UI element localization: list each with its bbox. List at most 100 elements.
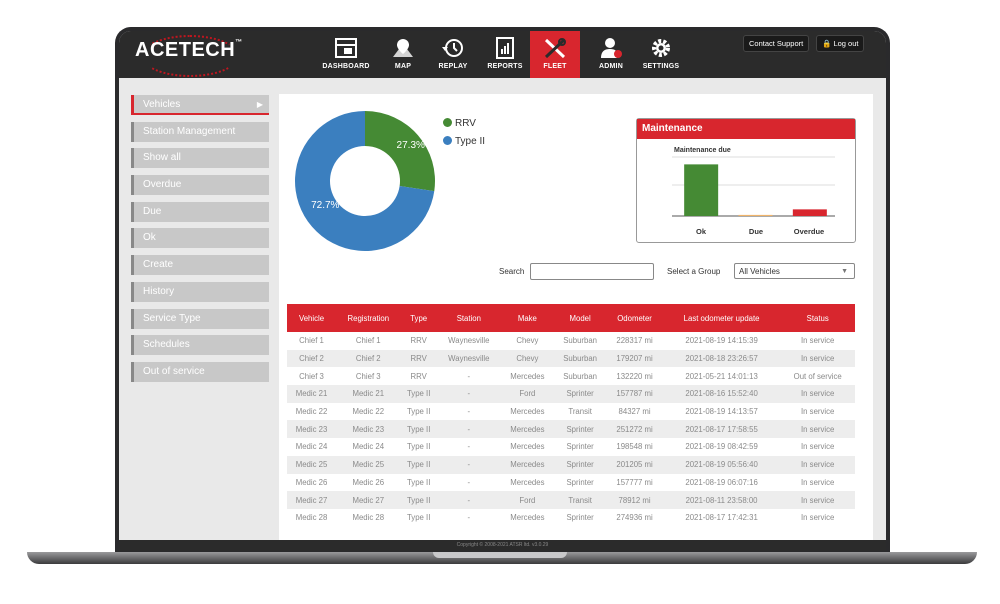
table-cell: Medic 26: [352, 477, 385, 487]
table-row[interactable]: Medic 24 Medic 24 Type II - Mercedes Sprinter…: [287, 438, 855, 456]
donut-slice-type-ii[interactable]: [295, 111, 435, 251]
table-row[interactable]: Medic 25 Medic 25 Type II - Mercedes Sprinter…: [287, 455, 855, 474]
table-cell: Medic 22: [295, 407, 328, 417]
table-cell: 157787 mi: [606, 385, 663, 403]
table-row[interactable]: Medic 27 Medic 27 Type II - Ford Transit 78912…: [287, 491, 855, 509]
table-cell: 2021-08-19 08:42:59: [685, 442, 758, 452]
column-header[interactable]: Type: [400, 304, 437, 332]
sidebar-item-station-management[interactable]: Station Management: [131, 121, 269, 142]
table-row[interactable]: Chief 3 Chief 3 RRV - Mercedes Suburban 132220…: [287, 367, 855, 385]
table-cell: Chevy: [516, 336, 539, 346]
column-header[interactable]: Status: [780, 304, 855, 332]
table-header-row: Vehicle Registration Type Station Make M…: [287, 304, 855, 332]
table-cell: Mercedes: [510, 442, 545, 452]
table-cell: Ford: [500, 385, 554, 403]
table-row[interactable]: Medic 21 Medic 21 Type II - Ford Sprinter 1577…: [287, 385, 855, 403]
table-cell: Medic 25: [336, 455, 401, 474]
table-row[interactable]: Medic 23 Medic 23 Type II - Mercedes Sprinter…: [287, 420, 855, 439]
column-header[interactable]: Odometer: [606, 304, 663, 332]
reports-icon: [496, 37, 514, 59]
table-cell: 2021-08-16 15:52:40: [662, 385, 781, 403]
table-cell: Waynesville: [436, 349, 501, 368]
vehicles-table: Vehicle Registration Type Station Make M…: [287, 304, 855, 527]
table-cell: 2021-08-19 06:07:16: [685, 477, 758, 487]
sidebar-item-create[interactable]: Create: [131, 255, 269, 276]
table-cell: Chief 2: [336, 349, 401, 368]
bar-ok[interactable]: [684, 164, 719, 216]
column-header[interactable]: Model: [553, 304, 607, 332]
contact-support-button[interactable]: Contact Support: [743, 35, 810, 52]
sidebar-item-ok[interactable]: Ok: [131, 228, 269, 249]
nav-fleet[interactable]: FLEET: [530, 31, 580, 78]
legend-item-rrv: RRV: [443, 115, 485, 133]
group-select[interactable]: All Vehicles ▼: [734, 263, 855, 279]
sidebar-item-service-type[interactable]: Service Type: [131, 308, 269, 329]
footer-copyright: Copyright © 2008-2021 ATSR ltd. v3.0.29: [119, 540, 886, 551]
table-cell: Mercedes: [510, 513, 545, 523]
table-row[interactable]: Medic 28 Medic 28 Type II - Mercedes Sprinter…: [287, 509, 855, 527]
table-cell: Type II: [406, 477, 431, 487]
nav-label: ADMIN: [599, 63, 623, 70]
sidebar-item-out-of-service[interactable]: Out of service: [131, 361, 269, 382]
column-header[interactable]: Last odometer update: [662, 304, 781, 332]
logout-button[interactable]: 🔒 Log out: [816, 35, 865, 52]
sidebar-item-overdue[interactable]: Overdue: [131, 175, 269, 196]
table-cell: -: [436, 491, 501, 509]
sidebar-item-show-all[interactable]: Show all: [131, 148, 269, 169]
admin-icon: [601, 38, 622, 58]
table-cell: Medic 25: [287, 455, 337, 474]
bar-label-overdue: Overdue: [793, 227, 825, 236]
nav-admin[interactable]: ADMIN: [583, 31, 639, 78]
nav-replay[interactable]: REPLAY: [425, 31, 481, 78]
laptop-base: [27, 552, 977, 564]
sidebar: Vehicles ▶ Station Management Show all Ov…: [131, 95, 269, 389]
nav-dashboard[interactable]: DASHBOARD: [318, 31, 374, 78]
table-cell: Sprinter: [553, 385, 607, 403]
laptop-notch: [433, 552, 567, 558]
table-cell: 2021-05-21 14:01:13: [685, 371, 758, 381]
sidebar-item-history[interactable]: History: [131, 281, 269, 302]
nav-settings[interactable]: SETTINGS: [633, 31, 689, 78]
column-header[interactable]: Station: [436, 304, 501, 332]
nav-label: REPLAY: [438, 63, 468, 70]
table-cell: Chief 1: [355, 336, 381, 346]
maintenance-title: Maintenance: [637, 119, 855, 139]
table-cell: RRV: [410, 371, 427, 381]
table-cell: Chief 3: [299, 371, 324, 381]
sidebar-item-due[interactable]: Due: [131, 201, 269, 222]
table-cell: -: [467, 371, 471, 381]
nav-map[interactable]: MAP: [375, 31, 431, 78]
table-cell: Chief 3: [355, 371, 381, 381]
app-logo[interactable]: ACETECH™: [135, 39, 243, 61]
table-cell: Type II: [400, 491, 437, 509]
nav-reports[interactable]: REPORTS: [477, 31, 533, 78]
donut-slice-rrv[interactable]: [365, 111, 435, 192]
table-row[interactable]: Chief 1 Chief 1 RRV Waynesville Chevy Suburba…: [287, 332, 855, 350]
table-cell: 228317 mi: [616, 336, 653, 346]
table-cell: In service: [801, 407, 835, 417]
search-input[interactable]: [530, 263, 654, 280]
table-cell: 201205 mi: [606, 455, 663, 474]
bar-due[interactable]: [738, 214, 773, 216]
table-cell: Medic 23: [336, 420, 401, 439]
table-cell: Medic 24: [352, 442, 385, 452]
bar-overdue[interactable]: [792, 209, 827, 216]
column-header[interactable]: Vehicle: [287, 304, 337, 332]
column-header[interactable]: Registration: [336, 304, 401, 332]
table-cell: In service: [801, 477, 835, 487]
table-cell: 2021-08-19 05:56:40: [662, 455, 781, 474]
sidebar-item-schedules[interactable]: Schedules: [131, 335, 269, 356]
table-cell: -: [467, 477, 471, 487]
sidebar-item-vehicles[interactable]: Vehicles ▶: [131, 95, 269, 115]
table-cell: In service: [801, 442, 835, 452]
table-cell: Medic 23: [287, 420, 337, 439]
table-cell: -: [467, 442, 471, 452]
table-row[interactable]: Medic 22 Medic 22 Type II - Mercedes Transit 8…: [287, 403, 855, 421]
table-row[interactable]: Chief 2 Chief 2 RRV Waynesville Chevy Suburba…: [287, 349, 855, 368]
column-header[interactable]: Make: [500, 304, 554, 332]
table-cell: In service: [801, 513, 835, 523]
table-row[interactable]: Medic 26 Medic 26 Type II - Mercedes Sprinter…: [287, 474, 855, 492]
table-cell: Medic 28: [295, 513, 328, 523]
table-cell: In service: [801, 336, 835, 346]
table-cell: Type II: [406, 407, 431, 417]
